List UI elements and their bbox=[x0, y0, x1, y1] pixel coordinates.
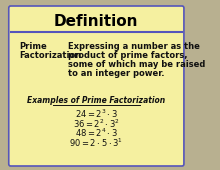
Text: some of which may be raised: some of which may be raised bbox=[68, 60, 206, 69]
Text: Expressing a number as the: Expressing a number as the bbox=[68, 42, 200, 51]
Text: Definition: Definition bbox=[54, 14, 139, 30]
Text: $48 = 2^4 \cdot 3$: $48 = 2^4 \cdot 3$ bbox=[75, 127, 118, 139]
Text: $36 = 2^2 \cdot 3^2$: $36 = 2^2 \cdot 3^2$ bbox=[73, 117, 120, 130]
Text: $90 = 2 \cdot 5 \cdot 3^1$: $90 = 2 \cdot 5 \cdot 3^1$ bbox=[69, 137, 123, 149]
Text: Prime: Prime bbox=[19, 42, 47, 51]
Text: product of prime factors,: product of prime factors, bbox=[68, 51, 188, 60]
Text: Factorization: Factorization bbox=[19, 51, 82, 60]
Text: Examples of Prime Factorization: Examples of Prime Factorization bbox=[27, 96, 165, 105]
Text: $24 = 2^3 \cdot 3$: $24 = 2^3 \cdot 3$ bbox=[75, 108, 118, 120]
Text: to an integer power.: to an integer power. bbox=[68, 69, 165, 78]
FancyBboxPatch shape bbox=[9, 6, 184, 166]
